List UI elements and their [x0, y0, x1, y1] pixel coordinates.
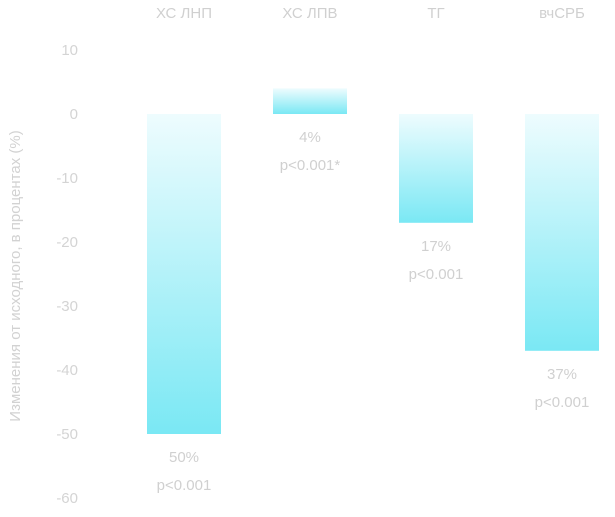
value-label: 17% [421, 238, 451, 255]
bars [147, 88, 599, 434]
bar-2 [399, 114, 473, 223]
bar-1 [273, 88, 347, 114]
value-label: 4% [299, 129, 321, 146]
p-value-label: p<0.001 [157, 477, 212, 494]
y-tick-label: -60 [56, 490, 78, 507]
value-label: 50% [169, 449, 199, 466]
p-value-label: p<0.001 [409, 266, 464, 283]
y-tick-label: 0 [70, 106, 78, 123]
y-tick-label: -50 [56, 426, 78, 443]
category-label: ХС ЛНП [156, 5, 212, 22]
value-labels: 50% p<0.001 4% p<0.001* 17% p<0.001 37% p<0.001 [157, 129, 590, 494]
y-tick-label: 10 [61, 42, 78, 59]
category-labels: ХС ЛНП ХС ЛПВ ТГ вчСРБ [156, 5, 585, 22]
y-axis-ticks: 10 0 -10 -20 -30 -40 -50 -60 [56, 42, 78, 507]
y-axis-label: Изменения от исходного, в процентах (%) [7, 130, 24, 421]
value-label: 37% [547, 366, 577, 383]
y-tick-label: -30 [56, 298, 78, 315]
bar-3 [525, 114, 599, 351]
p-value-label: p<0.001* [280, 157, 341, 174]
bar-0 [147, 114, 221, 434]
category-label: ХС ЛПВ [282, 5, 337, 22]
y-tick-label: -20 [56, 234, 78, 251]
y-tick-label: -40 [56, 362, 78, 379]
category-label: вчСРБ [539, 5, 585, 22]
p-value-label: p<0.001 [535, 394, 590, 411]
y-tick-label: -10 [56, 170, 78, 187]
category-label: ТГ [427, 5, 444, 22]
